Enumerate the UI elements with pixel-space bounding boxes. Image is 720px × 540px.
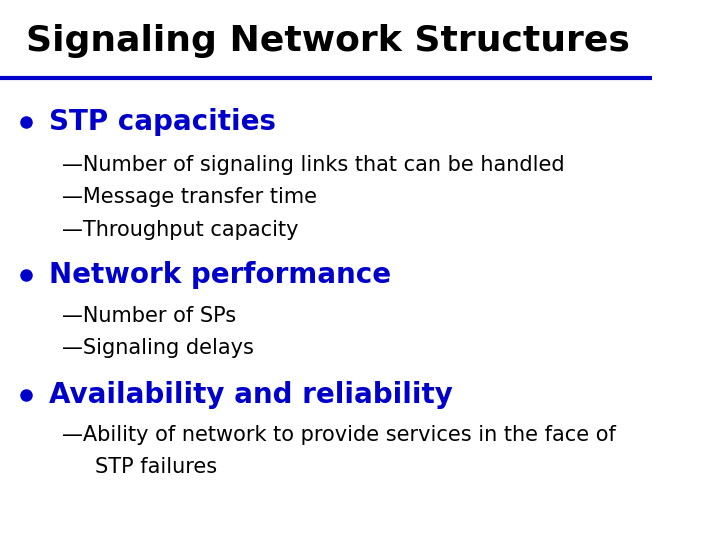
Text: Signaling Network Structures: Signaling Network Structures xyxy=(26,24,630,57)
Text: Availability and reliability: Availability and reliability xyxy=(49,381,453,409)
Text: STP failures: STP failures xyxy=(94,457,217,477)
Text: STP capacities: STP capacities xyxy=(49,107,276,136)
Text: —Signaling delays: —Signaling delays xyxy=(62,338,253,359)
Text: —Message transfer time: —Message transfer time xyxy=(62,187,317,207)
Text: —Ability of network to provide services in the face of: —Ability of network to provide services … xyxy=(62,424,616,445)
Text: —Throughput capacity: —Throughput capacity xyxy=(62,219,298,240)
Text: —Number of SPs: —Number of SPs xyxy=(62,306,236,326)
Text: Network performance: Network performance xyxy=(49,261,391,289)
Text: —Number of signaling links that can be handled: —Number of signaling links that can be h… xyxy=(62,154,564,175)
